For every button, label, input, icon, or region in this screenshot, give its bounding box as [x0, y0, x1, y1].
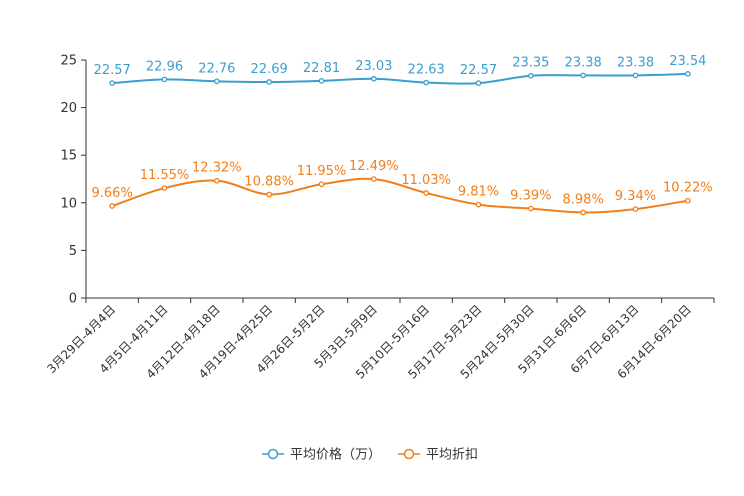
data-label: 10.22%	[663, 181, 713, 196]
data-point[interactable]	[475, 80, 482, 86]
data-label: 22.69	[251, 62, 288, 77]
y-tick-label: 20	[60, 101, 77, 116]
series-group: 22.57 22.96 22.76 22.69 22.81 23.03 22.63 22.57…	[92, 54, 713, 216]
data-point[interactable]	[109, 203, 116, 209]
data-label: 22.57	[94, 63, 131, 78]
series-1: 22.57 22.96 22.76 22.69 22.81 23.03 22.63 22.57…	[94, 54, 706, 86]
data-label: 23.03	[355, 59, 392, 74]
data-point[interactable]	[161, 185, 168, 191]
data-label: 11.95%	[297, 164, 347, 179]
legend-circle-icon	[403, 448, 415, 460]
series-2: 9.66% 11.55% 12.32%10.88%11.95% 12.49%11.03…	[92, 159, 713, 216]
legend-label: 平均价格（万）	[290, 447, 381, 463]
data-label: 23.54	[669, 54, 706, 69]
data-label: 9.81%	[458, 185, 499, 200]
data-label: 22.63	[408, 63, 445, 78]
data-point[interactable]	[684, 71, 691, 77]
y-tick-label: 25	[60, 54, 77, 69]
data-point[interactable]	[580, 72, 587, 79]
data-point[interactable]	[213, 78, 220, 85]
data-label: 9.66%	[92, 186, 133, 201]
data-point[interactable]	[527, 205, 534, 212]
data-point[interactable]	[423, 190, 430, 196]
data-point[interactable]	[423, 79, 430, 86]
series-line	[112, 72, 688, 85]
data-label: 22.96	[146, 59, 183, 74]
data-point[interactable]	[632, 206, 639, 212]
data-label: 22.76	[198, 61, 235, 76]
series-line	[111, 177, 688, 214]
data-point[interactable]	[318, 77, 325, 84]
data-label: 12.32%	[192, 161, 242, 176]
data-label: 11.55%	[140, 168, 190, 183]
legend-item[interactable]: 平均价格（万）	[262, 447, 381, 463]
data-point[interactable]	[266, 79, 273, 85]
data-label: 8.98%	[563, 193, 604, 208]
y-tick-label: 5	[69, 244, 77, 259]
legend-item[interactable]: 平均折扣	[398, 448, 478, 463]
x-axis-ticks: 3月29日-4月4日4月5日-4月11日4月12日-4月18日4月19日-4月2…	[44, 298, 715, 382]
data-point[interactable]	[370, 75, 377, 82]
legend[interactable]: 平均价格（万） 平均折扣	[262, 447, 478, 463]
data-label: 23.35	[512, 56, 549, 71]
data-point[interactable]	[213, 177, 220, 184]
data-label: 10.88%	[244, 174, 294, 189]
data-point[interactable]	[632, 72, 639, 79]
y-axis-ticks: 0 5 10 15 20 25	[60, 54, 86, 307]
data-point[interactable]	[109, 80, 116, 86]
data-label: 23.38	[617, 55, 654, 70]
legend-circle-icon	[267, 448, 279, 460]
data-label: 9.34%	[615, 189, 656, 204]
y-tick-label: 0	[69, 292, 77, 307]
data-label: 12.49%	[349, 159, 399, 174]
data-label: 11.03%	[401, 173, 451, 188]
y-tick-label: 10	[60, 196, 77, 211]
data-point[interactable]	[266, 191, 273, 198]
data-point[interactable]	[318, 181, 325, 188]
data-point[interactable]	[580, 209, 587, 216]
data-point[interactable]	[475, 201, 482, 208]
legend-label: 平均折扣	[426, 448, 478, 463]
data-label: 9.39%	[510, 189, 551, 204]
data-label: 22.81	[303, 61, 340, 76]
data-label: 22.57	[460, 63, 497, 78]
data-point[interactable]	[684, 197, 691, 204]
data-point[interactable]	[527, 72, 534, 79]
data-label: 23.38	[565, 55, 602, 70]
data-point[interactable]	[370, 176, 377, 182]
y-tick-label: 15	[60, 149, 77, 164]
data-point[interactable]	[161, 76, 168, 83]
